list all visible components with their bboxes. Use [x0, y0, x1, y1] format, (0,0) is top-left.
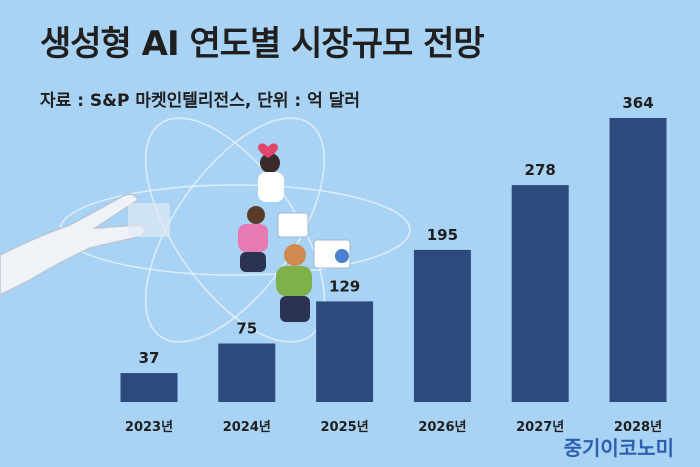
value-label: 195	[427, 226, 458, 244]
bar-2027년	[511, 185, 569, 402]
value-label: 129	[329, 277, 360, 295]
illustration	[0, 117, 411, 343]
bar-2025년	[316, 301, 374, 402]
chart-card-icon	[277, 212, 351, 269]
x-tick-label: 2025년	[321, 420, 369, 435]
value-labels: 37 75 129 195 278 364	[139, 94, 654, 367]
value-label: 75	[236, 320, 257, 338]
chart-title: 생성형 AI 연도별 시장규모 전망	[40, 24, 485, 64]
value-label: 37	[139, 349, 160, 367]
person-icon	[238, 153, 312, 322]
x-tick-label: 2026년	[418, 420, 466, 435]
chart-subtitle: 자료 : S&P 마켓인텔리전스, 단위 : 억 달러	[40, 91, 360, 111]
x-tick-label: 2027년	[516, 420, 564, 435]
brand-logo-text: 중기이코노미	[563, 436, 674, 460]
bar-2026년	[413, 249, 471, 402]
bar-series	[120, 118, 667, 402]
robot-hand-icon	[0, 193, 170, 296]
bar-2023년	[120, 373, 178, 402]
x-tick-label: 2028년	[614, 420, 662, 435]
bar-2028년	[609, 118, 667, 402]
x-tick-label: 2024년	[223, 420, 271, 435]
x-tick-label: 2023년	[125, 420, 173, 435]
value-label: 278	[525, 161, 556, 179]
x-axis-tick-labels: 2023년 2024년 2025년 2026년 2027년 2028년	[125, 420, 662, 435]
bar-2024년	[218, 343, 276, 402]
heart-icon	[258, 143, 278, 158]
value-label: 364	[622, 94, 653, 112]
